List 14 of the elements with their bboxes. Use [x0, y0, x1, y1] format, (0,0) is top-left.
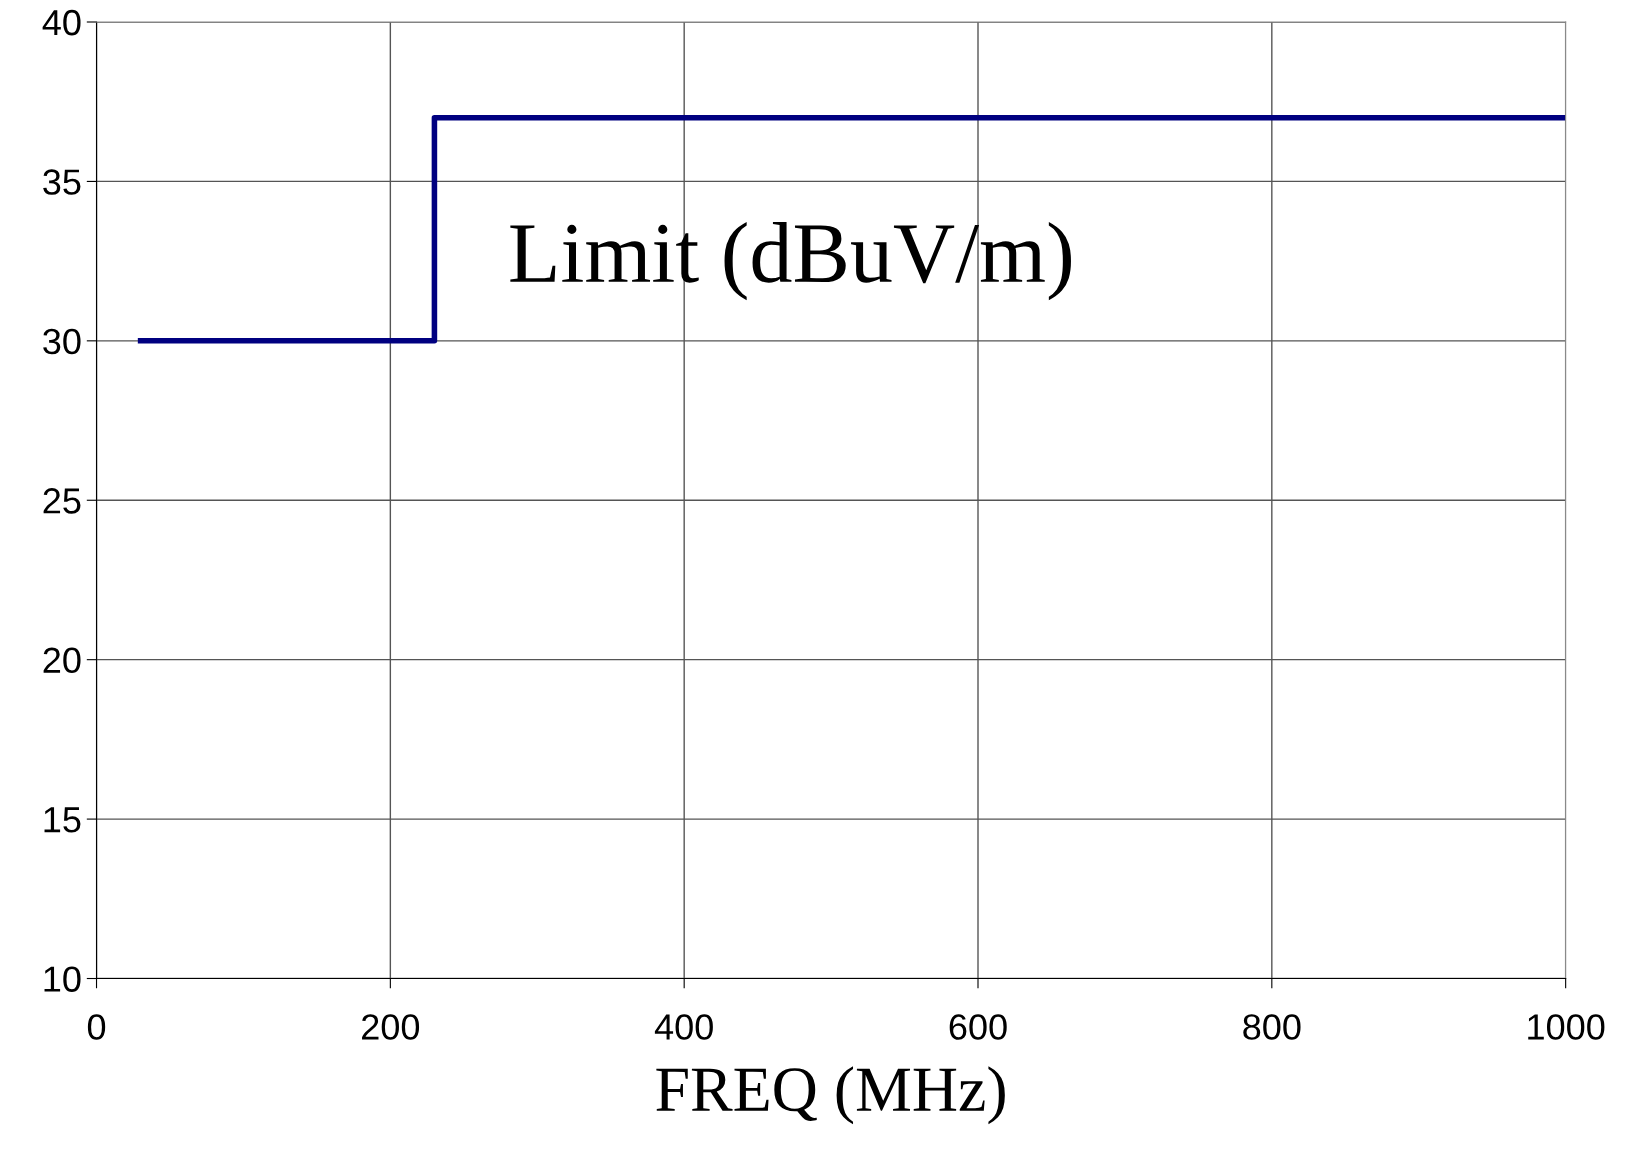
x-tick-label: 400 [654, 1014, 713, 1040]
x-tick-label: 1000 [1528, 1014, 1605, 1040]
x-tick-label: 600 [949, 1014, 1007, 1040]
y-tick-label: 10 [44, 966, 81, 992]
y-tick-label: 30 [43, 328, 81, 355]
y-tick-label: 20 [43, 647, 81, 674]
y-tick-label: 35 [43, 169, 81, 195]
x-axis-title: FREQ (MHz) [656, 1066, 1005, 1125]
x-tick-label: 200 [362, 1014, 420, 1040]
y-tick-label: 40 [42, 9, 81, 36]
y-tick-label: 25 [43, 488, 81, 514]
y-tick-label: 15 [44, 807, 81, 833]
x-tick-label: 0 [87, 1014, 106, 1040]
x-tick-label: 800 [1243, 1014, 1301, 1040]
